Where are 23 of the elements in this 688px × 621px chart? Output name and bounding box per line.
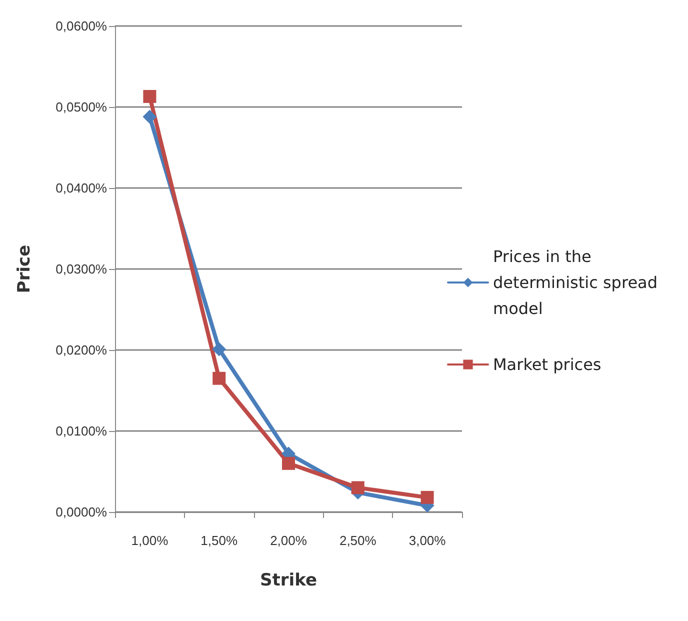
point [212, 342, 226, 356]
x-tick-label: 2,50% [339, 533, 377, 548]
x-tick-label: 2,00% [270, 533, 308, 548]
point [142, 110, 157, 124]
x-tick-label: 3,00% [408, 533, 446, 548]
y-tick-label: 0,0200% [56, 342, 108, 358]
y-axis-title: Price [14, 244, 34, 294]
point [282, 456, 295, 470]
point [420, 490, 434, 504]
y-tick-label: 0,0500% [56, 100, 108, 114]
x-axis-title: Strike [260, 570, 317, 590]
y-tick-label: 0,0300% [56, 262, 108, 276]
x-tick-label: 1,00% [131, 533, 169, 548]
point [351, 481, 364, 494]
y-tick-label: 0,0000% [56, 504, 108, 520]
legend-label: Prices in the deterministic spread model [493, 247, 663, 318]
x-tick-label: 1,50% [200, 533, 238, 548]
y-tick-label: 0,0400% [56, 180, 108, 196]
point [143, 90, 156, 103]
point [212, 372, 226, 385]
y-tick-label: 0,0100% [56, 424, 108, 438]
y-tick-label: 0,0600% [56, 18, 108, 34]
legend-label: Market prices [493, 355, 602, 374]
